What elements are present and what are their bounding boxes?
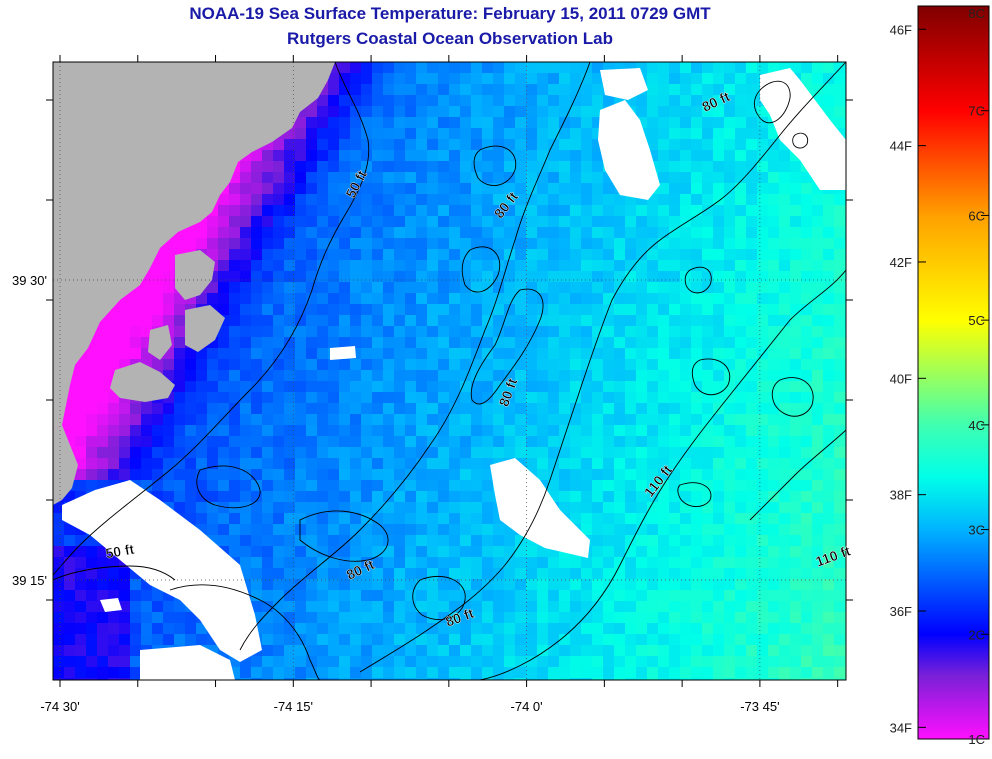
celsius-label: 4C xyxy=(968,418,985,433)
land-mass xyxy=(53,62,335,505)
celsius-label: 8C xyxy=(968,6,985,21)
lon-tick-label: -74 30' xyxy=(40,699,79,714)
lon-tick-label: -73 45' xyxy=(740,699,779,714)
celsius-label: 3C xyxy=(968,523,985,538)
lon-tick-label: -74 15' xyxy=(274,699,313,714)
celsius-label: 7C xyxy=(968,104,985,119)
fahrenheit-label: 40F xyxy=(890,371,912,386)
lat-tick-label: 39 30' xyxy=(12,273,47,288)
fahrenheit-label: 42F xyxy=(890,255,912,270)
colorbar-labels: 1C 2C 3C 4C 5C 6C 7C 8C 34F 36F 38F 40F 42F 44F 46F xyxy=(890,6,985,747)
lat-tick-label: 39 15' xyxy=(12,573,47,588)
fahrenheit-label: 46F xyxy=(890,22,912,37)
colorbar: 1C 2C 3C 4C 5C 6C 7C 8C 34F 36F 38F 40F 42F 44F 46F xyxy=(890,5,990,747)
fahrenheit-label: 38F xyxy=(890,488,912,503)
axis-labels: -74 30' -74 15' -74 0' -73 45' 39 30' 39 15' xyxy=(12,273,780,714)
bathymetry-contours xyxy=(53,62,846,680)
map-title: NOAA-19 Sea Surface Temperature: Februar… xyxy=(189,4,711,23)
graticule-lines xyxy=(53,62,846,680)
celsius-label: 6C xyxy=(968,208,985,223)
depth-label: 50 ft xyxy=(104,541,135,562)
map-frame xyxy=(52,61,847,681)
lon-tick-label: -74 0' xyxy=(511,699,543,714)
colorbar-gradient xyxy=(917,5,990,740)
fahrenheit-label: 34F xyxy=(890,720,912,735)
frame-ticks xyxy=(46,55,853,687)
colorbar-ticks xyxy=(918,5,989,740)
celsius-label: 5C xyxy=(968,313,985,328)
map-subtitle: Rutgers Coastal Ocean Observation Lab xyxy=(287,29,613,48)
fahrenheit-label: 44F xyxy=(890,139,912,154)
cloud-mask xyxy=(62,68,846,680)
celsius-label: 1C xyxy=(968,732,985,747)
fahrenheit-label: 36F xyxy=(890,604,912,619)
celsius-label: 2C xyxy=(968,627,985,642)
